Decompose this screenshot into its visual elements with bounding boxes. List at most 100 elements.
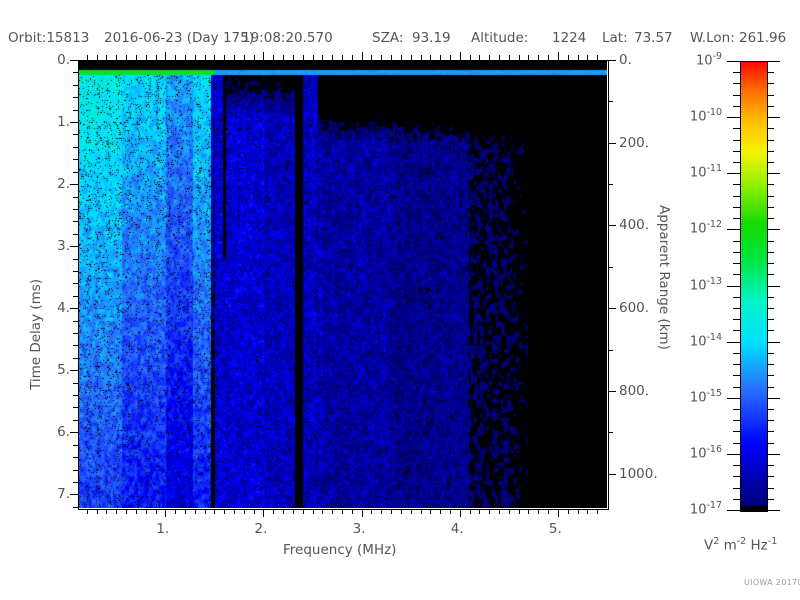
x-tick-major (362, 509, 363, 517)
y-tick-major (70, 122, 78, 123)
cbar-tick-minor (733, 476, 740, 477)
y-tick-minor (73, 234, 78, 235)
cbar-tick-major (727, 229, 740, 230)
cbar-tick-right (767, 173, 780, 174)
cbar-tick-right (767, 196, 774, 197)
y-tick-minor (73, 159, 78, 160)
x-tick-label-4: 4. (450, 521, 464, 537)
cbar-tick-minor (733, 387, 740, 388)
x-tick-top (313, 55, 314, 60)
cbar-tick-minor (733, 184, 740, 185)
cbar-tick-right (767, 431, 774, 432)
cbar-tick-minor (733, 274, 740, 275)
cbar-tick-right (767, 476, 774, 477)
y-tick-major (70, 308, 78, 309)
cbar-tick-minor (733, 420, 740, 421)
cbar-tick-right (767, 83, 774, 84)
x-tick-top (578, 55, 579, 60)
x-tick-minor (538, 509, 539, 514)
x-tick-minor (293, 509, 294, 514)
y-tick-minor (73, 470, 78, 471)
x-tick-top (214, 55, 215, 60)
cbar-tick-minor (733, 431, 740, 432)
unit-hertz: Hz (750, 537, 768, 554)
cbar-tick-right (767, 140, 774, 141)
y-tick-minor (73, 457, 78, 458)
x-tick-top (136, 55, 137, 60)
y-tick-label-left-3: 3. (57, 238, 70, 255)
x-tick-minor (578, 509, 579, 514)
cbar-base: 10 (695, 53, 713, 69)
x-tick-top (126, 55, 127, 60)
x-tick-label-1: 1. (156, 521, 170, 537)
x-tick-top (519, 55, 520, 60)
x-tick-top (322, 55, 323, 60)
header-line: Orbit:15813 2016-06-23 (Day 175) 19:08:2… (0, 30, 800, 48)
x-tick-top (273, 55, 274, 60)
x-tick-minor (342, 509, 343, 514)
cbar-tick-minor (733, 297, 740, 298)
cbar-tick-right (767, 274, 774, 275)
y2-tick-minor (608, 350, 613, 351)
y-tick-minor (73, 72, 78, 73)
y2-tick-major (608, 60, 616, 61)
x-tick-minor (587, 509, 588, 514)
unit-hertz-exp: -1 (767, 536, 778, 547)
x-tick-top (254, 55, 255, 60)
cbar-tick-right (767, 308, 774, 309)
x-tick-minor (175, 509, 176, 514)
x-tick-label-5: 5. (548, 521, 562, 537)
cbar-exponent: -15 (706, 387, 722, 399)
x-tick-minor (528, 509, 529, 514)
cbar-tick-minor (733, 330, 740, 331)
cbar-tick-right (767, 465, 774, 466)
cbar-tick-major (727, 286, 740, 287)
x-tick-minor (97, 509, 98, 514)
x-tick-minor (234, 509, 235, 514)
cbar-tick-minor (733, 443, 740, 444)
x-tick-minor (430, 509, 431, 514)
cbar-tick-minor (733, 308, 740, 309)
x-tick-major (165, 509, 166, 517)
cbar-tick-label--12: 10-12 (664, 219, 722, 236)
spectrogram-image (78, 60, 607, 508)
colorbar-unit-label: V2 m-2 Hz-1 (704, 536, 777, 554)
cbar-tick-right (767, 106, 774, 107)
cbar-tick-right (767, 151, 774, 152)
cbar-tick-major (727, 117, 740, 118)
y-tick-minor (73, 383, 78, 384)
x-tick-top (568, 55, 569, 60)
cbar-tick-right (767, 443, 774, 444)
cbar-tick-minor (733, 128, 740, 129)
y-tick-minor (73, 197, 78, 198)
x-tick-minor (87, 509, 88, 514)
cbar-tick-minor (733, 151, 740, 152)
cbar-tick-label--17: 10-17 (664, 500, 722, 517)
cbar-tick-major (727, 398, 740, 399)
x-tick-top (263, 52, 264, 60)
x-tick-top (185, 55, 186, 60)
cbar-tick-right (767, 375, 774, 376)
cbar-tick-right (767, 117, 780, 118)
x-tick-top (224, 55, 225, 60)
cbar-base: 10 (689, 221, 707, 237)
x-tick-minor (156, 509, 157, 514)
y-tick-minor (73, 85, 78, 86)
cbar-tick-minor (733, 162, 740, 163)
x-tick-top (146, 55, 147, 60)
y-tick-label-left-2: 2. (57, 176, 70, 193)
cbar-tick-right (767, 499, 774, 500)
y2-tick-major (608, 225, 616, 226)
y-tick-minor (73, 259, 78, 260)
cbar-tick-right (767, 342, 780, 343)
x-tick-minor (244, 509, 245, 514)
header-sza-value: 93.19 (412, 30, 451, 46)
x-tick-top (116, 55, 117, 60)
header-date: 2016-06-23 (Day 175) (104, 30, 254, 46)
cbar-exponent: -17 (706, 500, 722, 511)
cbar-exponent: -16 (706, 443, 722, 455)
cbar-base: 10 (689, 109, 707, 125)
x-tick-top (401, 55, 402, 60)
y-tick-minor (73, 221, 78, 222)
x-tick-top (165, 52, 166, 60)
